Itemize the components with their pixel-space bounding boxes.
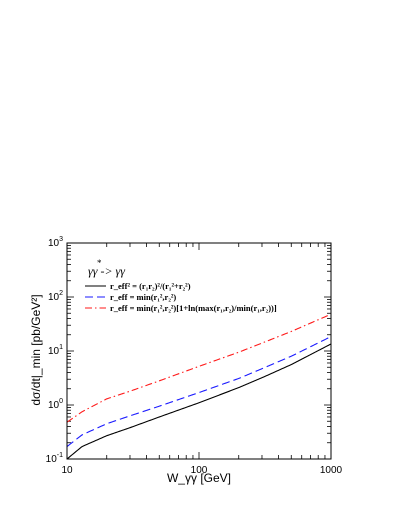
x-tick-label: 1000	[320, 465, 343, 476]
title-prime-mark: *	[97, 258, 102, 268]
x-tick-label: 10	[61, 465, 73, 476]
x-tick-label: 100	[191, 465, 208, 476]
series-line-3	[67, 313, 331, 423]
chart-title: γγ -> γγ	[88, 264, 125, 278]
tick-labels: 10 100 1000 10-1 100 101 102 103	[46, 236, 343, 476]
series-line-1	[67, 343, 331, 459]
y-axis-title: dσ/dt|_min [pb/GeV²]	[29, 294, 43, 405]
x-axis-title: W_γγ [GeV]	[167, 471, 231, 485]
legend-label-3: r_eff = min(r₁²,r₂²)[1+ln(max(r₁,r₂)/min…	[110, 303, 277, 313]
y-tick-label: 100	[48, 398, 63, 411]
y-tick-label: 102	[48, 290, 63, 303]
legend: r_eff² = (r₁r₂)²/(r₁²+r₂²)r_eff = min(r₁…	[85, 281, 277, 313]
y-tick-label: 10-1	[46, 452, 63, 465]
plot-frame	[66, 242, 332, 460]
legend-label-2: r_eff = min(r₁²,r₂²)	[110, 292, 176, 302]
y-tick-label: 103	[48, 236, 63, 249]
series-line-2	[67, 336, 331, 447]
legend-label-1: r_eff² = (r₁r₂)²/(r₁²+r₂²)	[110, 281, 191, 291]
series-lines	[67, 313, 331, 459]
y-tick-label: 101	[48, 344, 63, 357]
